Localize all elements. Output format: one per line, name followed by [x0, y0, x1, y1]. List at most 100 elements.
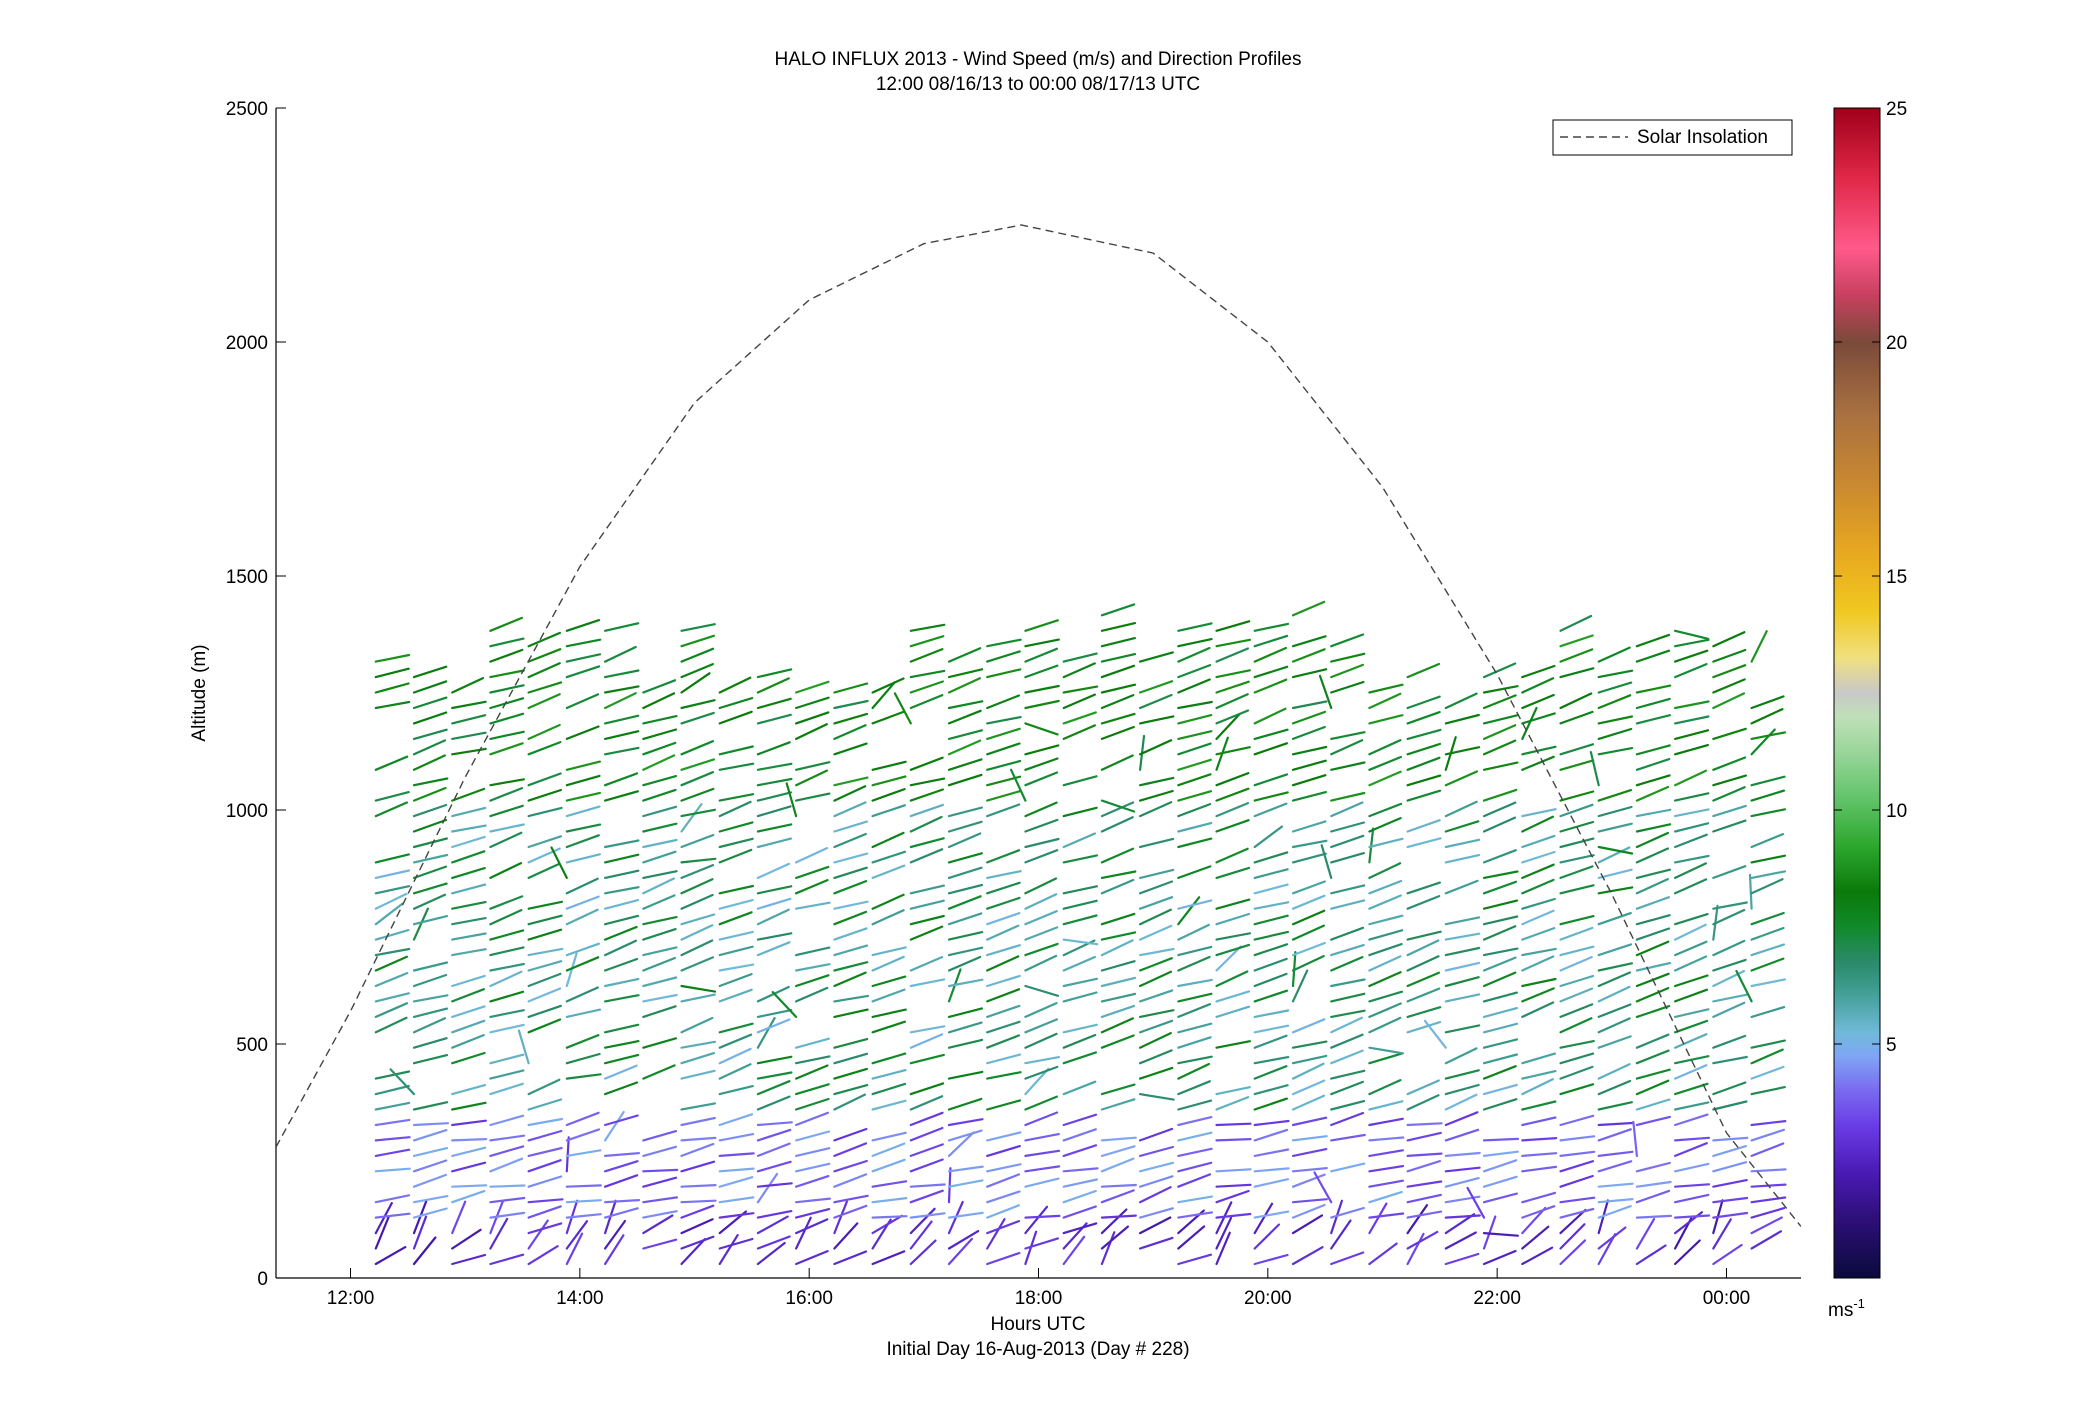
wind-barb — [986, 742, 1021, 756]
wind-barb — [756, 897, 792, 910]
wind-barb — [451, 1083, 487, 1096]
wind-barb — [451, 916, 487, 926]
wind-barb — [1253, 1024, 1290, 1034]
wind-barb — [947, 883, 984, 895]
wind-barb — [1712, 774, 1748, 787]
wind-barb — [412, 1200, 428, 1235]
wind-barb — [527, 693, 561, 710]
wind-barb — [1750, 1039, 1786, 1049]
wind-barb — [1100, 976, 1137, 988]
wind-barb — [1406, 662, 1441, 679]
wind-barb — [718, 696, 754, 710]
wind-barb — [1100, 712, 1136, 725]
wind-barb — [680, 771, 715, 787]
wind-barb — [603, 957, 639, 972]
wind-barb — [374, 1016, 408, 1034]
wind-barb — [1635, 986, 1670, 1003]
wind-barb — [1712, 1144, 1748, 1158]
wind-barb — [451, 988, 485, 1003]
wind-barb — [1597, 962, 1634, 972]
wind-barb — [1291, 710, 1327, 725]
wind-barb — [517, 1029, 530, 1065]
wind-barb — [909, 884, 946, 895]
wind-barb — [1406, 1193, 1442, 1204]
wind-barb — [756, 1121, 793, 1127]
wind-barb — [1177, 730, 1213, 741]
wind-barb — [1521, 1100, 1557, 1111]
wind-barb — [1597, 746, 1634, 756]
wind-barb — [1559, 884, 1595, 895]
wind-barb — [1062, 854, 1099, 864]
wind-barb — [1177, 758, 1212, 771]
wind-barb — [1559, 743, 1595, 756]
wind-barb — [1177, 646, 1211, 663]
wind-barb — [718, 800, 752, 818]
wind-barb — [1138, 908, 1172, 926]
wind-barb — [947, 1129, 983, 1142]
wind-barb — [1253, 957, 1288, 972]
wind-barb — [1444, 1214, 1481, 1219]
wind-barb — [374, 1215, 390, 1250]
wind-barb — [871, 909, 905, 926]
wind-barb — [1559, 614, 1593, 632]
wind-barb — [1482, 870, 1519, 880]
wind-barb — [1330, 1033, 1364, 1049]
wind-barb — [680, 647, 715, 663]
wind-barb — [1444, 1111, 1479, 1127]
wind-barb — [603, 1023, 640, 1034]
wind-barb — [1177, 1055, 1213, 1065]
wind-barb — [489, 831, 523, 849]
wind-barb — [1215, 1189, 1250, 1204]
wind-barb — [1253, 1167, 1290, 1173]
wind-barb — [909, 680, 945, 694]
wind-barb — [756, 713, 792, 725]
wind-barb — [1215, 945, 1242, 972]
wind-barb — [1559, 1207, 1595, 1219]
colorbar-ticks: 5 10 15 20 25 — [1834, 99, 1907, 1056]
wind-barb — [412, 893, 447, 910]
wind-barb — [718, 1176, 754, 1188]
wind-barb — [1253, 1253, 1289, 1266]
chart-subtitle: 12:00 08/16/13 to 00:00 08/17/13 UTC — [876, 74, 1200, 95]
wind-barb — [909, 777, 946, 787]
wind-barb — [1635, 847, 1670, 864]
wind-barb — [1291, 1094, 1326, 1111]
wind-barb — [1368, 1078, 1402, 1096]
wind-barb — [1024, 771, 1059, 787]
wind-barb — [374, 1148, 411, 1158]
wind-barb — [794, 723, 828, 741]
wind-barb — [1368, 802, 1403, 818]
wind-barb — [718, 710, 753, 725]
wind-barb — [527, 1245, 559, 1266]
wind-barb — [1712, 786, 1746, 802]
wind-barb — [565, 908, 599, 926]
wind-barb — [1024, 684, 1060, 694]
wind-barb — [1482, 925, 1517, 941]
wind-barb — [1024, 984, 1060, 997]
wind-barb — [1597, 911, 1632, 926]
wind-barb — [1406, 710, 1441, 725]
wind-barb — [1444, 1093, 1478, 1111]
wind-barb — [909, 803, 945, 818]
wind-barb — [1024, 1001, 1058, 1019]
wind-barb — [794, 711, 830, 725]
wind-barb — [642, 915, 678, 926]
wind-barb — [756, 823, 793, 833]
wind-barb — [1635, 785, 1670, 802]
wind-barb — [1750, 854, 1787, 864]
wind-barb — [1291, 1062, 1325, 1080]
wind-barb — [909, 1111, 944, 1127]
wind-barb — [1215, 1122, 1252, 1127]
y-tick-label: 2500 — [226, 99, 268, 120]
wind-barb — [680, 699, 716, 710]
wind-barb — [1253, 1223, 1281, 1250]
wind-barb — [947, 955, 982, 972]
wind-barb — [603, 746, 640, 756]
wind-barb — [1635, 940, 1670, 957]
y-tick-label: 1000 — [226, 801, 268, 822]
wind-barb — [1712, 993, 1748, 1003]
wind-barb — [909, 837, 945, 849]
wind-barb — [1673, 769, 1708, 787]
wind-barb — [718, 1212, 755, 1219]
